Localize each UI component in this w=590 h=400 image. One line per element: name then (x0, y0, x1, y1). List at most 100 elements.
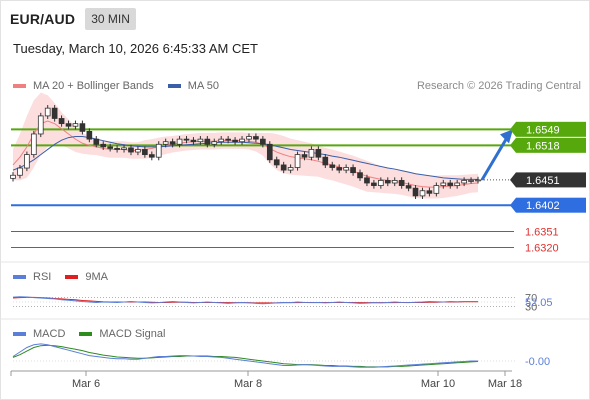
time-axis: Mar 6 Mar 8 Mar 10 Mar 18 (0, 261, 590, 390)
candle-body (433, 185, 440, 194)
price-tag-bg-1.6402 (516, 197, 586, 213)
candle-body (190, 139, 197, 143)
candle-body (308, 149, 315, 158)
candle-body (24, 154, 30, 169)
ma20-swatch (13, 84, 26, 88)
credit-text: Research © 2026 Trading Central (416, 80, 581, 92)
candle-body (405, 185, 412, 189)
price-tag-notch-1.6451 (510, 172, 516, 188)
price-tag-layer: 1.6549 1.6518 1.6451 1.6402 1.6351 1.6320 (510, 121, 586, 255)
candle-body (384, 180, 391, 184)
price-tag-bg-1.6549 (516, 121, 586, 137)
candle-body (398, 180, 405, 186)
candle-body (322, 156, 329, 166)
ma20-legend-label: MA 20 + Bollinger Bands (33, 80, 154, 92)
macd-legend: MACD MACD Signal (13, 328, 165, 340)
candle-body (65, 123, 72, 127)
main-legend: MA 20 + Bollinger Bands MA 50 (13, 80, 219, 92)
candle-body (197, 138, 204, 143)
candle-body (93, 138, 100, 145)
candle-body (176, 138, 183, 145)
candle-body (419, 190, 426, 197)
projection-arrow-head (500, 129, 513, 144)
candle-body (232, 139, 238, 143)
price-tag-notch-1.6402 (510, 197, 516, 213)
candle-body (142, 149, 148, 156)
rsi-line (12, 296, 479, 305)
candle-body (30, 133, 37, 156)
candle-body (162, 141, 169, 145)
macd-panel: -0.00 (12, 343, 550, 368)
time-tick-label: Mar 18 (488, 378, 522, 390)
price-level-lines (11, 128, 516, 249)
time-tick-label: Mar 6 (72, 378, 100, 390)
candle-body (253, 136, 259, 140)
candle-body (475, 179, 481, 182)
candle-body (211, 141, 218, 145)
candle-body (350, 167, 356, 174)
candle-body (260, 138, 266, 145)
price-tag-notch-1.6518 (510, 137, 516, 153)
price-tag-bg-1.6518 (516, 137, 586, 153)
rsi-legend: RSI 9MA (13, 271, 108, 283)
chart-header: EUR/AUD 30 MIN (10, 7, 136, 31)
candle-body (51, 107, 58, 119)
candle-body (169, 141, 176, 145)
candle-body (239, 138, 245, 143)
price-tag-1.6451: 1.6451 (526, 175, 560, 187)
candle-body (273, 159, 280, 166)
rsi-legend-label: RSI (33, 271, 52, 283)
price-tag-bg-1.6451 (516, 172, 586, 188)
candle-body (17, 167, 23, 176)
ma9-swatch (65, 275, 79, 279)
macd-signal-line (12, 344, 479, 368)
candle-body (364, 177, 370, 184)
price-label-1.6351: 1.6351 (525, 227, 559, 239)
macd-swatch (13, 332, 26, 336)
candle-body (329, 164, 336, 168)
candle-body (343, 167, 349, 171)
rsi-level-label-70: 70 (525, 293, 537, 305)
price-tag-1.6402: 1.6402 (526, 200, 560, 212)
candle-body (440, 182, 447, 186)
candle-body (148, 154, 155, 158)
candle-body (378, 180, 384, 186)
candle-body (336, 167, 343, 171)
time-tick-label: Mar 10 (421, 378, 455, 390)
timeframe-button[interactable]: 30 MIN (85, 8, 136, 30)
rsi-level-label-30: 30 (525, 301, 537, 313)
candle-body (114, 148, 120, 150)
candle-body (280, 164, 287, 171)
candle-body (204, 138, 211, 145)
candle-body (183, 138, 190, 141)
candle-body (225, 138, 231, 141)
candle-body (44, 107, 51, 117)
timestamp: Tuesday, March 10, 2026 6:45:33 AM CET (13, 41, 258, 56)
candle-body (461, 180, 467, 184)
macd-line (12, 343, 478, 368)
candle-body (128, 147, 134, 153)
price-tag-notch-1.6549 (510, 121, 516, 137)
candle-body (121, 147, 127, 150)
candle-body (412, 187, 419, 197)
macd-signal-swatch (79, 332, 93, 336)
rsi-current-value: 52.05 (525, 297, 553, 309)
candle-body (426, 190, 433, 194)
macd-signal-legend-label: MACD Signal (99, 328, 166, 340)
candle-body (72, 123, 79, 127)
candle-body (287, 167, 294, 171)
candle-body (58, 118, 65, 125)
candle-body (107, 146, 113, 149)
candle-body (37, 115, 44, 135)
instrument-title: EUR/AUD (10, 11, 76, 27)
candle-body (135, 149, 141, 153)
candle-body (79, 123, 86, 132)
ma9-legend-label: 9MA (85, 271, 108, 283)
projection-arrow-layer (480, 129, 513, 181)
candle-body (10, 174, 16, 179)
candle-body (86, 130, 93, 140)
candle-body (294, 154, 301, 168)
candlestick-layer (10, 105, 481, 199)
